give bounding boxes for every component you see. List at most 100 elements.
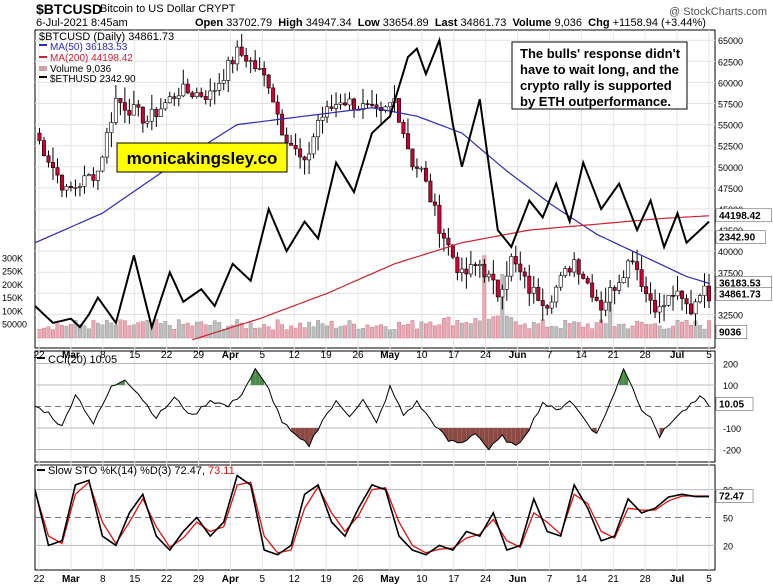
date-label-bottom: May bbox=[380, 574, 400, 585]
cci-oversold-fill bbox=[515, 428, 521, 446]
date-label-bottom: 24 bbox=[480, 574, 492, 585]
volume-bar bbox=[644, 324, 649, 339]
volume-bar bbox=[91, 320, 96, 339]
candle-body bbox=[540, 300, 545, 306]
volume-bar bbox=[320, 323, 325, 339]
volume-bar bbox=[513, 321, 518, 339]
volume-bar bbox=[280, 324, 285, 339]
candle-body bbox=[145, 120, 150, 124]
candle-body bbox=[626, 260, 631, 279]
volume-bar bbox=[410, 320, 415, 339]
candle-body bbox=[271, 87, 276, 103]
volume-bar bbox=[199, 321, 204, 339]
volume-tick-label: 100K bbox=[2, 306, 23, 316]
volume-bar bbox=[639, 321, 644, 339]
site-label: monicakingsley.co bbox=[116, 142, 288, 173]
date-label-top: 5 bbox=[260, 350, 266, 361]
date-label-bottom: 8 bbox=[100, 574, 106, 585]
candle-body bbox=[221, 80, 226, 84]
volume-bar bbox=[527, 328, 532, 339]
volume-tick-label: 50000 bbox=[2, 320, 27, 330]
date-label-bottom: 22 bbox=[161, 574, 173, 585]
volume-bar bbox=[253, 327, 258, 339]
volume-bar bbox=[522, 323, 527, 339]
price-tick-label: 60000 bbox=[718, 78, 743, 88]
volume-bar bbox=[509, 317, 514, 339]
volume-bar bbox=[347, 320, 352, 339]
candle-body bbox=[581, 273, 586, 279]
volume-bar bbox=[473, 318, 478, 339]
date-label-top: 7 bbox=[547, 350, 553, 361]
legend-volume: Volume 9,036 bbox=[50, 64, 112, 75]
candle-body bbox=[131, 104, 136, 116]
volume-bar bbox=[69, 324, 73, 339]
last-price-badge-box bbox=[715, 287, 772, 301]
volume-bar bbox=[689, 325, 693, 339]
candle-body bbox=[518, 263, 523, 273]
candle-body bbox=[459, 268, 464, 273]
candle-body bbox=[190, 92, 195, 98]
candle-body bbox=[419, 167, 424, 170]
volume-bar bbox=[266, 326, 271, 339]
candle-body bbox=[432, 201, 437, 206]
candle-body bbox=[675, 290, 680, 297]
volume-bar bbox=[576, 322, 581, 339]
volume-bar bbox=[190, 325, 195, 339]
volume-bar bbox=[73, 320, 78, 339]
candle-body bbox=[104, 132, 109, 158]
candle-body bbox=[468, 264, 473, 275]
date-label-bottom: Jun bbox=[509, 574, 527, 585]
candle-body bbox=[585, 278, 590, 284]
eth-badge-box bbox=[715, 230, 766, 244]
volume-bar bbox=[455, 320, 460, 339]
panel-frame-0 bbox=[34, 29, 716, 349]
volume-bar bbox=[702, 328, 707, 339]
cci-oversold-fill bbox=[457, 428, 462, 443]
date-label-bottom: 26 bbox=[352, 574, 364, 585]
volume-badge: 9036 bbox=[719, 328, 742, 339]
date-label-top: Jun bbox=[509, 350, 527, 361]
candle-body bbox=[639, 269, 644, 287]
volume-bar bbox=[302, 327, 307, 339]
volume-bar bbox=[406, 323, 410, 339]
cci-oversold-fill bbox=[300, 428, 305, 441]
volume-bar bbox=[167, 325, 172, 339]
candle-body bbox=[531, 286, 536, 294]
volume-badge-box bbox=[715, 325, 748, 339]
volume-bar bbox=[414, 328, 419, 339]
cci-tick-label: 200 bbox=[723, 359, 738, 369]
price-tick-label: 32500 bbox=[718, 310, 743, 320]
candle-body bbox=[599, 300, 604, 311]
volume-bar bbox=[82, 325, 87, 339]
candle-body bbox=[320, 116, 325, 121]
candle-body bbox=[239, 46, 244, 56]
stockcharts-watermark: @ StockCharts.com bbox=[669, 6, 767, 18]
candle-body bbox=[199, 92, 204, 97]
volume-bar bbox=[401, 324, 406, 339]
candle-body bbox=[163, 102, 168, 110]
cci-oversold-fill bbox=[484, 428, 489, 450]
cci-tick-label: -200 bbox=[723, 446, 741, 456]
date-label-top: 19 bbox=[321, 350, 333, 361]
date-label-bottom: 12 bbox=[289, 574, 301, 585]
volume-bar bbox=[158, 323, 163, 339]
candle-body bbox=[266, 74, 271, 89]
legend-eth: $ETHUSD 2342.90 bbox=[50, 74, 136, 85]
cci-label: CCI(20) 10.05 bbox=[48, 354, 117, 366]
date-label-bottom: Apr bbox=[222, 574, 239, 585]
candle-body bbox=[154, 108, 159, 117]
volume-bar bbox=[558, 328, 563, 339]
candle-body bbox=[82, 175, 87, 187]
candle-body bbox=[617, 282, 622, 291]
candle-body bbox=[545, 305, 550, 309]
volume-bar bbox=[176, 319, 181, 339]
date-label-top: 29 bbox=[193, 350, 205, 361]
ma50-badge: 36183.53 bbox=[719, 278, 761, 289]
volume-bar bbox=[212, 320, 217, 339]
date-label-bottom: 5 bbox=[260, 574, 266, 585]
date-label-bottom: 14 bbox=[576, 574, 588, 585]
candle-body bbox=[455, 256, 460, 273]
volume-bar bbox=[217, 322, 222, 339]
ma200-badge: 44198.42 bbox=[719, 211, 761, 222]
candle-body bbox=[361, 103, 365, 110]
